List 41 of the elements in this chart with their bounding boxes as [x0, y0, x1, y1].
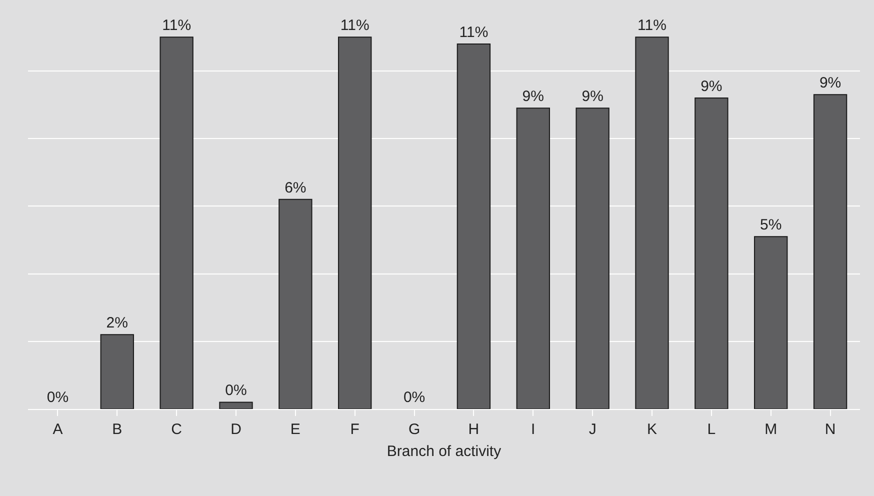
x-tick-label: L: [707, 421, 716, 438]
bar: [100, 334, 134, 409]
bar: [635, 36, 669, 409]
x-tick-label: A: [52, 421, 63, 438]
x-axis-title: Branch of activity: [386, 443, 502, 460]
x-tick-label: C: [171, 421, 182, 438]
bar: [576, 108, 610, 409]
x-tick-label: N: [824, 421, 836, 438]
x-tick-label: J: [588, 421, 596, 438]
x-tick-label: F: [350, 421, 360, 438]
x-tick-label: K: [646, 421, 658, 438]
bar: [754, 236, 788, 409]
data-label: 9%: [700, 78, 722, 96]
data-label: 9%: [522, 88, 544, 106]
bar: [160, 36, 194, 409]
data-label: 0%: [403, 389, 426, 406]
data-label: 11%: [162, 17, 192, 34]
x-tick-label: H: [468, 421, 480, 438]
x-tick-label: B: [112, 421, 122, 438]
data-label: 11%: [638, 17, 666, 34]
bar: [516, 108, 550, 409]
x-tick-label: M: [764, 421, 778, 438]
data-label: 6%: [284, 179, 306, 196]
bar: [456, 43, 491, 409]
bar: [219, 402, 253, 409]
data-label: 11%: [340, 17, 370, 34]
bar: [338, 36, 372, 409]
data-label: 9%: [819, 74, 842, 92]
data-label: 11%: [459, 24, 488, 41]
data-label: 0%: [46, 389, 69, 406]
data-label: 2%: [106, 314, 128, 332]
x-tick-label: G: [408, 421, 420, 438]
bar: [694, 98, 728, 409]
data-label: 9%: [582, 88, 604, 106]
x-tick-label: E: [290, 421, 300, 438]
bar: [813, 94, 848, 409]
x-tick-label: D: [230, 421, 242, 438]
data-label: 5%: [760, 216, 782, 234]
bar: [278, 198, 312, 409]
x-tick-label: I: [531, 421, 536, 438]
data-label: 0%: [225, 382, 247, 400]
